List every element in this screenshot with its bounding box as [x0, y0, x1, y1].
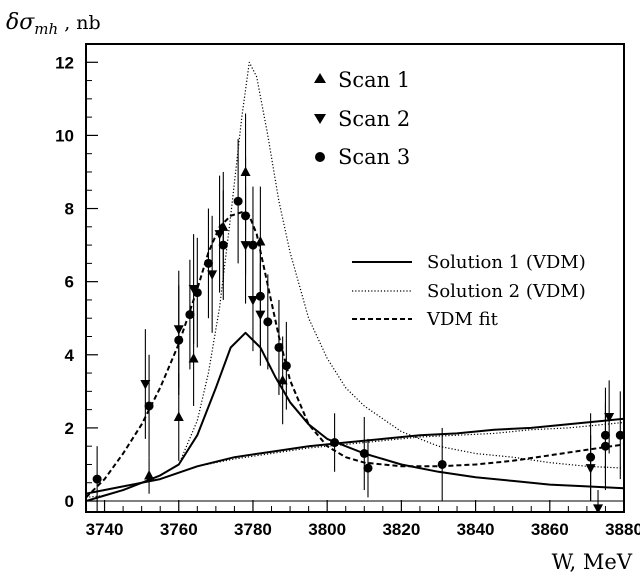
- data-point-circle: [437, 459, 447, 469]
- data-point-circle: [255, 291, 265, 301]
- data-point-circle: [185, 310, 195, 320]
- legend-entry-solution1: Solution 1 (VDM): [352, 252, 586, 273]
- x-tick-label: 3780: [234, 520, 272, 539]
- data-point-circle: [174, 335, 184, 345]
- data-point-circle: [330, 438, 340, 448]
- data-point-triangle-up: [188, 352, 199, 363]
- x-tick-label: 3740: [86, 520, 124, 539]
- legend-label-solution1: Solution 1 (VDM): [427, 252, 586, 273]
- y-tick-label: 8: [65, 200, 74, 219]
- y-tick-label: 0: [65, 492, 74, 511]
- axis-ticks: 3740 3760 3780 3800 3820 3840 3860 3880 0 2 4 6 8 10 1…: [55, 43, 640, 539]
- x-tick-label: 3820: [382, 520, 420, 539]
- legend-label-vdm-fit: VDM fit: [426, 309, 499, 330]
- y-tick-label: 12: [55, 53, 74, 72]
- y-tick-label: 6: [65, 273, 74, 292]
- data-point-triangle-down: [188, 284, 199, 295]
- y-tick-label: 10: [55, 126, 74, 145]
- data-point-circle: [203, 258, 213, 268]
- data-point-triangle-down: [593, 504, 604, 512]
- legend-entry-scan1: Scan 1: [314, 68, 410, 92]
- data-point-circle: [281, 361, 291, 371]
- data-point-circle: [359, 449, 369, 458]
- legend-label-scan2: Scan 2: [338, 107, 410, 131]
- legend-marker-triangle-up: [314, 73, 326, 83]
- legend-entry-scan2: Scan 2: [314, 107, 410, 131]
- data-point-triangle-up: [277, 374, 288, 385]
- data-point-circle: [274, 342, 284, 352]
- x-tick-label: 3880: [605, 520, 640, 539]
- x-tick-label: 3860: [531, 520, 569, 539]
- data-point-circle: [233, 196, 243, 206]
- data-point-triangle-down: [140, 380, 151, 390]
- data-point-circle: [192, 288, 202, 298]
- legend-label-scan1: Scan 1: [338, 68, 410, 92]
- x-tick-label: 3840: [457, 520, 495, 539]
- data-point-circle: [248, 240, 258, 250]
- data-point-circle: [144, 401, 154, 411]
- y-tick-label: 4: [65, 346, 75, 365]
- x-axis-label: W, MeV: [552, 550, 633, 574]
- legend-lines: Solution 1 (VDM) Solution 2 (VDM) VDM fi…: [352, 252, 586, 330]
- y-axis-label-symbol: δσ: [6, 10, 35, 35]
- legend-marker-circle: [315, 152, 325, 162]
- legend-label-scan3: Scan 3: [338, 145, 410, 169]
- data-point-triangle-up: [144, 469, 155, 480]
- curve-solid: [86, 331, 624, 502]
- data-point-circle: [615, 430, 624, 440]
- data-point-circle: [363, 463, 373, 473]
- x-tick-label: 3800: [308, 520, 346, 539]
- y-axis-label-subscript: mh: [34, 20, 58, 38]
- data-point-triangle-up: [173, 411, 184, 421]
- data-point-circle: [92, 474, 102, 484]
- y-tick-label: 2: [65, 419, 74, 438]
- data-point-circle: [241, 211, 251, 221]
- data-point-triangle-down: [207, 270, 218, 280]
- data-point-triangle-up: [255, 235, 266, 246]
- curve-solid: [86, 417, 624, 495]
- data-point-circle: [600, 441, 610, 451]
- legend-entry-scan3: Scan 3: [315, 145, 410, 169]
- data-point-triangle-down: [604, 412, 615, 423]
- plot-frame: [85, 43, 625, 513]
- y-axis-label: δσmh , nb: [6, 10, 101, 38]
- data-point-circle: [263, 317, 273, 327]
- x-tick-label: 3760: [160, 520, 198, 539]
- data-point-circle: [218, 240, 228, 250]
- legend-label-solution2: Solution 2 (VDM): [427, 281, 586, 302]
- y-axis-label-unit: , nb: [58, 12, 101, 34]
- legend-entry-solution2: Solution 2 (VDM): [352, 281, 586, 302]
- legend-entry-vdm-fit: VDM fit: [352, 309, 499, 330]
- legend-points: Scan 1 Scan 2 Scan 3: [314, 68, 410, 169]
- data-point-triangle-down: [214, 230, 225, 240]
- data-point-circle: [586, 452, 596, 462]
- points-layer: [92, 113, 624, 512]
- legend-marker-triangle-down: [314, 114, 326, 124]
